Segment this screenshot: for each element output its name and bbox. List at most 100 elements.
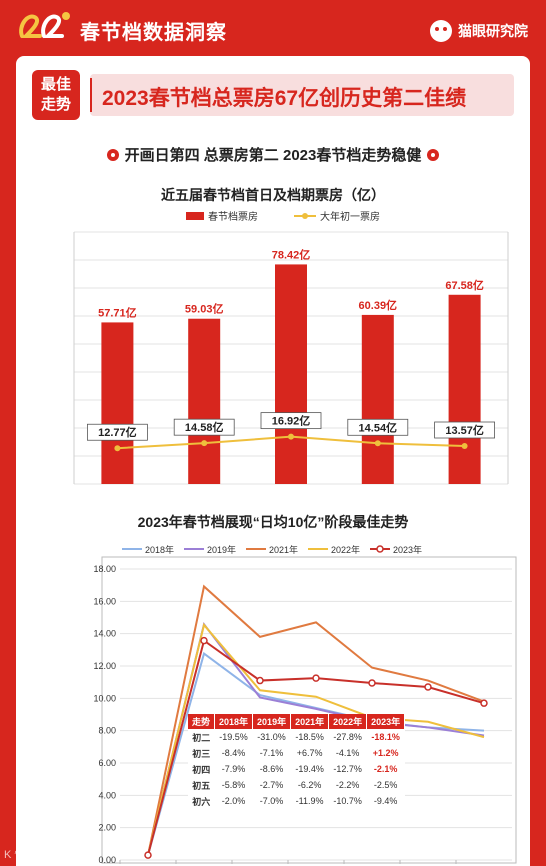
table-cell: -8.6%	[259, 764, 284, 774]
legend-label-line: 大年初一票房	[320, 210, 380, 223]
line-point-marker	[480, 699, 488, 707]
table-cell: -7.1%	[259, 748, 284, 758]
table-row-label: 初五	[192, 780, 211, 791]
table-cell: -2.0%	[221, 796, 246, 806]
headline: 2023春节档总票房67亿创历史第二佳绩	[102, 87, 467, 110]
y-tick-label: 18.00	[93, 564, 116, 574]
brand-right-label: 猫眼研究院	[458, 23, 528, 39]
watermark: K 快看热门	[4, 849, 59, 861]
line-point	[201, 440, 208, 447]
bar-data-label: 67.58亿	[445, 278, 484, 292]
flower-icon-right	[427, 149, 440, 161]
legend-label: 2021年	[269, 544, 298, 555]
table-cell: -2.7%	[259, 780, 284, 790]
legend-swatch-bar	[186, 212, 204, 220]
line-label-box	[173, 418, 235, 436]
legend-label: 2019年	[207, 544, 236, 555]
table-body: 初二 -19.5% -31.0% -18.5% -27.8% -18.1% 初三 -8.4% -…	[188, 729, 405, 809]
table-header-cell: 2021年	[290, 714, 330, 729]
content-card: 最佳 走势 2023春节档总票房67亿创历史第二佳绩 开画日第四 总票房第二 2…	[16, 56, 530, 866]
y-tick-label: 8.00	[98, 726, 116, 736]
bar-data-label: 57.71亿	[98, 305, 137, 319]
brand-title: 春节档数据洞察	[80, 22, 227, 44]
bar	[188, 318, 221, 484]
badge-line1: 最佳	[40, 76, 71, 93]
legend-marker	[376, 545, 384, 553]
table-row-label: 初四	[192, 764, 211, 775]
legend-label: 2023年	[393, 544, 422, 555]
trend-table: 走势 2018年 2019年 2021年 2022年 2023年 初二 -19.5% -31.…	[188, 714, 406, 809]
table-cell: -6.2%	[297, 780, 322, 790]
table-cell: -19.5%	[219, 732, 248, 742]
y-tick-label: 14.00	[93, 629, 116, 639]
line-point-marker	[200, 636, 208, 645]
table-cell: -31.0%	[257, 732, 286, 742]
line-point-marker	[256, 676, 264, 685]
bar-data-label: 78.42亿	[272, 247, 311, 261]
top-bar: 春节档数据洞察 猫眼研究院	[0, 0, 546, 52]
line-point	[288, 433, 294, 440]
line-data-label: 13.57亿	[445, 423, 484, 437]
table-cell: -7.0%	[259, 796, 284, 806]
headline-box: 2023春节档总票房67亿创历史第二佳绩	[90, 74, 514, 116]
bar	[101, 322, 134, 484]
table-header-cell: 2023年	[366, 714, 406, 729]
table-cell: -11.9%	[295, 796, 324, 806]
line-data-label: 16.92亿	[272, 414, 311, 428]
badge-line2: 走势	[40, 96, 71, 113]
line-data-label: 14.58亿	[185, 420, 224, 434]
table-header-row: 走势 2018年 2019年 2021年 2022年 2023年	[188, 714, 406, 729]
table-cell: -2.5%	[373, 780, 398, 790]
table-header-cell: 2018年	[214, 714, 254, 729]
table-row: 初二 -19.5% -31.0% -18.5% -27.8% -18.1%	[188, 729, 405, 745]
table-cell: -2.1%	[373, 764, 398, 774]
table-cell: -12.7%	[333, 764, 362, 774]
section-title-text: 开画日第四 总票房第二 2023春节档走势稳健	[124, 147, 422, 164]
line-point	[114, 445, 121, 452]
line-chart-title: 2023年春节档展现“日均10亿”阶段最佳走势	[138, 514, 409, 530]
line-point	[374, 440, 381, 447]
flower-icon-left	[106, 149, 119, 161]
legend-marker-line	[302, 213, 308, 219]
bar-chart: 近五届春节档首日及档期票房（亿）春节档票房大年初一票房57.71亿2018年59…	[73, 187, 509, 485]
table-cell: -9.4%	[373, 796, 398, 806]
line-point	[461, 443, 468, 450]
legend-label: 2018年	[145, 544, 174, 555]
table-row: 初五 -5.8% -2.7% -6.2% -2.2% -2.5%	[188, 777, 405, 793]
y-tick-label: 12.00	[93, 661, 116, 671]
table-row: 初四 -7.9% -8.6% -19.4% -12.7% -2.1%	[188, 761, 405, 777]
table-cell: -7.9%	[221, 764, 246, 774]
line-point-marker	[368, 679, 376, 687]
table-row: 初三 -8.4% -7.1% +6.7% -4.1% +1.2%	[188, 745, 405, 761]
line-series-2022年	[147, 622, 485, 856]
table-cell: -2.2%	[335, 780, 360, 790]
line-point-marker	[424, 683, 432, 691]
line-point-marker	[312, 674, 320, 682]
table-cell: -8.4%	[221, 748, 246, 758]
table-cell: +1.2%	[372, 748, 399, 758]
y-tick-label: 2.00	[98, 823, 116, 833]
table-cell: -19.4%	[295, 764, 324, 774]
table-cell: -18.1%	[371, 732, 400, 742]
table-row-label: 初二	[192, 732, 211, 743]
table-row: 初六 -2.0% -7.0% -11.9% -10.7% -9.4%	[188, 793, 405, 809]
bar	[275, 264, 307, 484]
y-tick-label: 6.00	[98, 758, 116, 768]
line-label-box	[260, 412, 322, 430]
cat-logo-icon	[430, 20, 452, 42]
table-header-cell: 走势	[188, 714, 216, 729]
table-row-label: 初三	[192, 748, 211, 759]
legend-label: 2022年	[331, 544, 360, 555]
bar-chart-title: 近五届春节档首日及档期票房（亿）	[161, 187, 385, 203]
y-tick-label: 16.00	[93, 596, 116, 606]
bar	[448, 294, 481, 484]
table-cell: -18.5%	[295, 732, 324, 742]
table-cell: -5.8%	[221, 780, 246, 790]
line-chart-frame	[101, 556, 517, 864]
table-header-cell: 2019年	[252, 714, 292, 729]
legend-label-bar: 春节档票房	[208, 210, 258, 223]
table-row-label: 初六	[192, 796, 211, 807]
bar-data-label: 60.39亿	[359, 298, 398, 312]
y-tick-label: 10.00	[93, 693, 116, 703]
